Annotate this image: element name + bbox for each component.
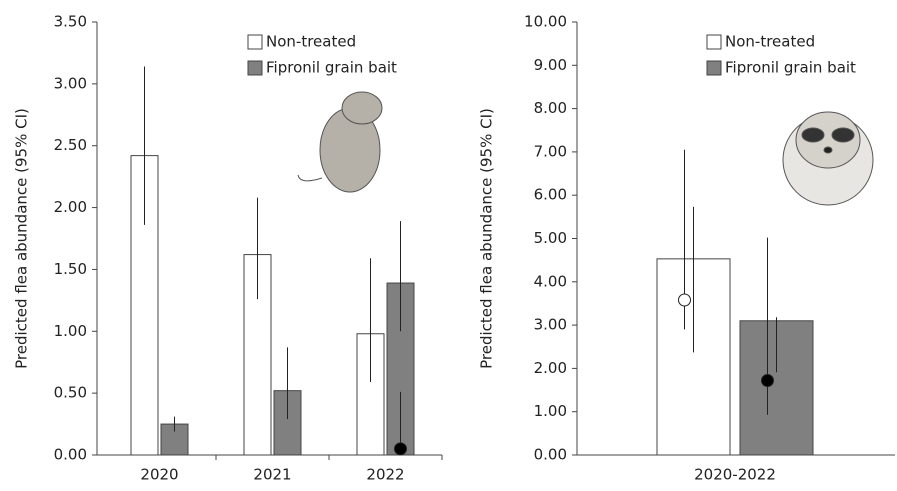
figure: 0.00 0.50 1.00 1.50 2.00 2.50 3.00 3.50 Predicte… [0,0,897,491]
point [679,294,691,306]
legend-swatch [707,35,721,49]
y-tick-label: 2.50 [54,136,87,154]
y-tick-label: 0.00 [54,446,87,464]
y-tick-label: 5.00 [534,229,567,247]
y-tick-label: 4.00 [534,272,567,290]
legend-swatch [248,35,262,49]
y-tick-label: 9.00 [534,56,567,74]
prairie-dog-illustration [298,92,382,192]
y-tick-label: 1.00 [54,322,87,340]
legend-label: Non-treated [725,33,815,51]
y-tick-label: 2.00 [534,359,567,377]
y-tick-label: 2.00 [54,198,87,216]
x-tick-label: 2020-2022 [694,466,776,484]
x-tick-label: 2020 [140,466,178,484]
y-axis-title: Predicted flea abundance (95% CI) [13,108,31,369]
legend-swatch [248,61,262,75]
y-tick-label: 1.00 [534,402,567,420]
y-tick-label: 8.00 [534,99,567,117]
y-tick-label: 3.00 [534,316,567,334]
x-tick-label: 2022 [366,466,404,484]
y-tick-label: 3.50 [54,13,87,31]
y-tick-label: 3.00 [54,74,87,92]
legend-label: Fipronil grain bait [266,59,397,77]
point [395,443,407,455]
legend-swatch [707,61,721,75]
legend-label: Non-treated [266,33,356,51]
point [762,375,774,387]
y-tick-label: 1.50 [54,260,87,278]
x-tick-label: 2021 [253,466,291,484]
y-tick-label: 10.00 [524,13,567,31]
legend-label: Fipronil grain bait [725,59,856,77]
y-tick-label: 7.00 [534,142,567,160]
ferret-illustration [783,112,873,205]
y-axis-title: Predicted flea abundance (95% CI) [478,108,496,369]
y-tick-label: 0.00 [534,446,567,464]
y-tick-label: 6.00 [534,186,567,204]
y-tick-label: 0.50 [54,384,87,402]
